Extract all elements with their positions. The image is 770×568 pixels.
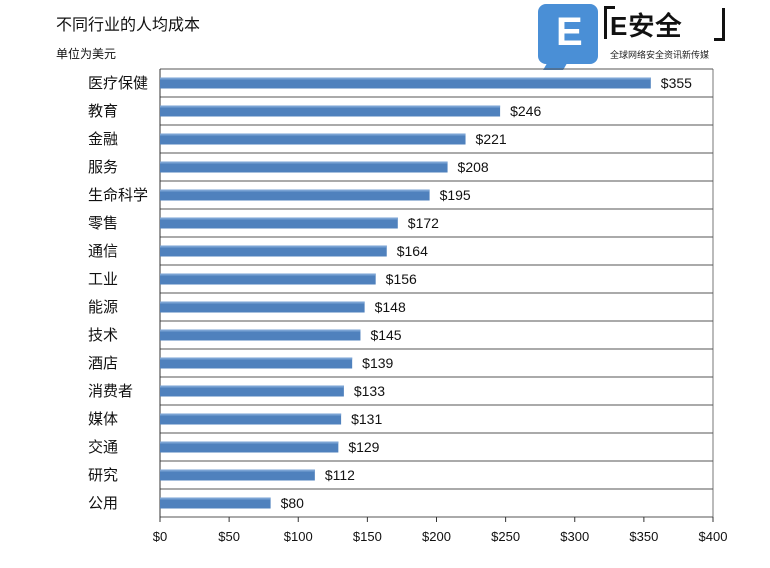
bar-highlight bbox=[160, 469, 315, 472]
bar-highlight bbox=[160, 385, 344, 388]
bar-highlight bbox=[160, 77, 651, 80]
value-label: $139 bbox=[362, 355, 393, 371]
value-label: $355 bbox=[661, 75, 692, 91]
bar-highlight bbox=[160, 105, 501, 108]
x-tick-label: $200 bbox=[422, 529, 451, 544]
chart-subtitle: 单位为美元 bbox=[56, 47, 117, 61]
bar-highlight bbox=[160, 273, 376, 276]
value-label: $112 bbox=[325, 467, 355, 483]
bar-highlight bbox=[160, 413, 342, 416]
logo-letter: E bbox=[556, 10, 583, 54]
bar-highlight bbox=[160, 441, 339, 444]
category-label: 医疗保健 bbox=[88, 74, 148, 92]
bar bbox=[160, 217, 398, 229]
x-tick-label: $400 bbox=[699, 529, 728, 544]
bar bbox=[160, 385, 344, 397]
bar bbox=[160, 441, 339, 453]
category-label: 交通 bbox=[88, 438, 118, 456]
value-label: $221 bbox=[476, 131, 507, 147]
value-label: $164 bbox=[397, 243, 428, 259]
bar-highlight bbox=[160, 329, 361, 332]
value-label: $156 bbox=[386, 271, 417, 287]
bar bbox=[160, 105, 501, 117]
bar-highlight bbox=[160, 245, 387, 248]
category-label: 生命科学 bbox=[88, 186, 148, 204]
value-label: $195 bbox=[440, 187, 471, 203]
bar bbox=[160, 133, 466, 145]
bar bbox=[160, 413, 342, 425]
x-tick-label: $50 bbox=[218, 529, 240, 544]
value-label: $131 bbox=[351, 411, 382, 427]
bar bbox=[160, 245, 387, 257]
value-label: $80 bbox=[281, 495, 305, 511]
value-label: $148 bbox=[375, 299, 406, 315]
chart-title: 不同行业的人均成本 bbox=[56, 15, 201, 34]
category-label: 金融 bbox=[88, 130, 118, 148]
category-label: 技术 bbox=[88, 326, 118, 344]
x-tick-label: $350 bbox=[629, 529, 658, 544]
bar bbox=[160, 273, 376, 285]
category-label: 通信 bbox=[88, 242, 118, 260]
category-label: 零售 bbox=[88, 214, 118, 232]
bar bbox=[160, 77, 651, 89]
x-tick-label: $300 bbox=[560, 529, 589, 544]
category-label: 服务 bbox=[88, 158, 118, 176]
value-label: $129 bbox=[348, 439, 379, 455]
category-label: 能源 bbox=[88, 298, 118, 316]
category-label: 消费者 bbox=[88, 382, 133, 400]
brand-logo: E E安全 全球网络安全资讯新传媒 bbox=[538, 4, 728, 70]
bar bbox=[160, 189, 430, 201]
bar-highlight bbox=[160, 217, 398, 220]
x-tick-label: $150 bbox=[353, 529, 382, 544]
category-label: 研究 bbox=[88, 466, 118, 484]
value-label: $208 bbox=[458, 159, 489, 175]
bar bbox=[160, 469, 315, 481]
bar-highlight bbox=[160, 497, 271, 500]
category-label: 公用 bbox=[88, 494, 118, 512]
bar-highlight bbox=[160, 301, 365, 304]
bar-highlight bbox=[160, 133, 466, 136]
bar-highlight bbox=[160, 161, 448, 164]
value-label: $246 bbox=[510, 103, 541, 119]
logo-tagline: 全球网络安全资讯新传媒 bbox=[610, 51, 710, 61]
category-label: 教育 bbox=[88, 102, 118, 120]
category-label: 酒店 bbox=[88, 354, 118, 372]
category-label: 工业 bbox=[88, 270, 118, 288]
bar bbox=[160, 357, 353, 369]
value-label: $172 bbox=[408, 215, 439, 231]
x-tick-label: $100 bbox=[284, 529, 313, 544]
value-label: $145 bbox=[370, 327, 401, 343]
bar bbox=[160, 161, 448, 173]
logo-badge-icon: E bbox=[538, 4, 598, 70]
bar-highlight bbox=[160, 189, 430, 192]
bar-highlight bbox=[160, 357, 353, 360]
bar bbox=[160, 329, 361, 341]
x-tick-label: $250 bbox=[491, 529, 520, 544]
x-tick-label: $0 bbox=[153, 529, 167, 544]
bar bbox=[160, 301, 365, 313]
category-label: 媒体 bbox=[88, 410, 118, 428]
logo-name: E安全 bbox=[610, 11, 683, 41]
value-label: $133 bbox=[354, 383, 385, 399]
bar bbox=[160, 497, 271, 509]
